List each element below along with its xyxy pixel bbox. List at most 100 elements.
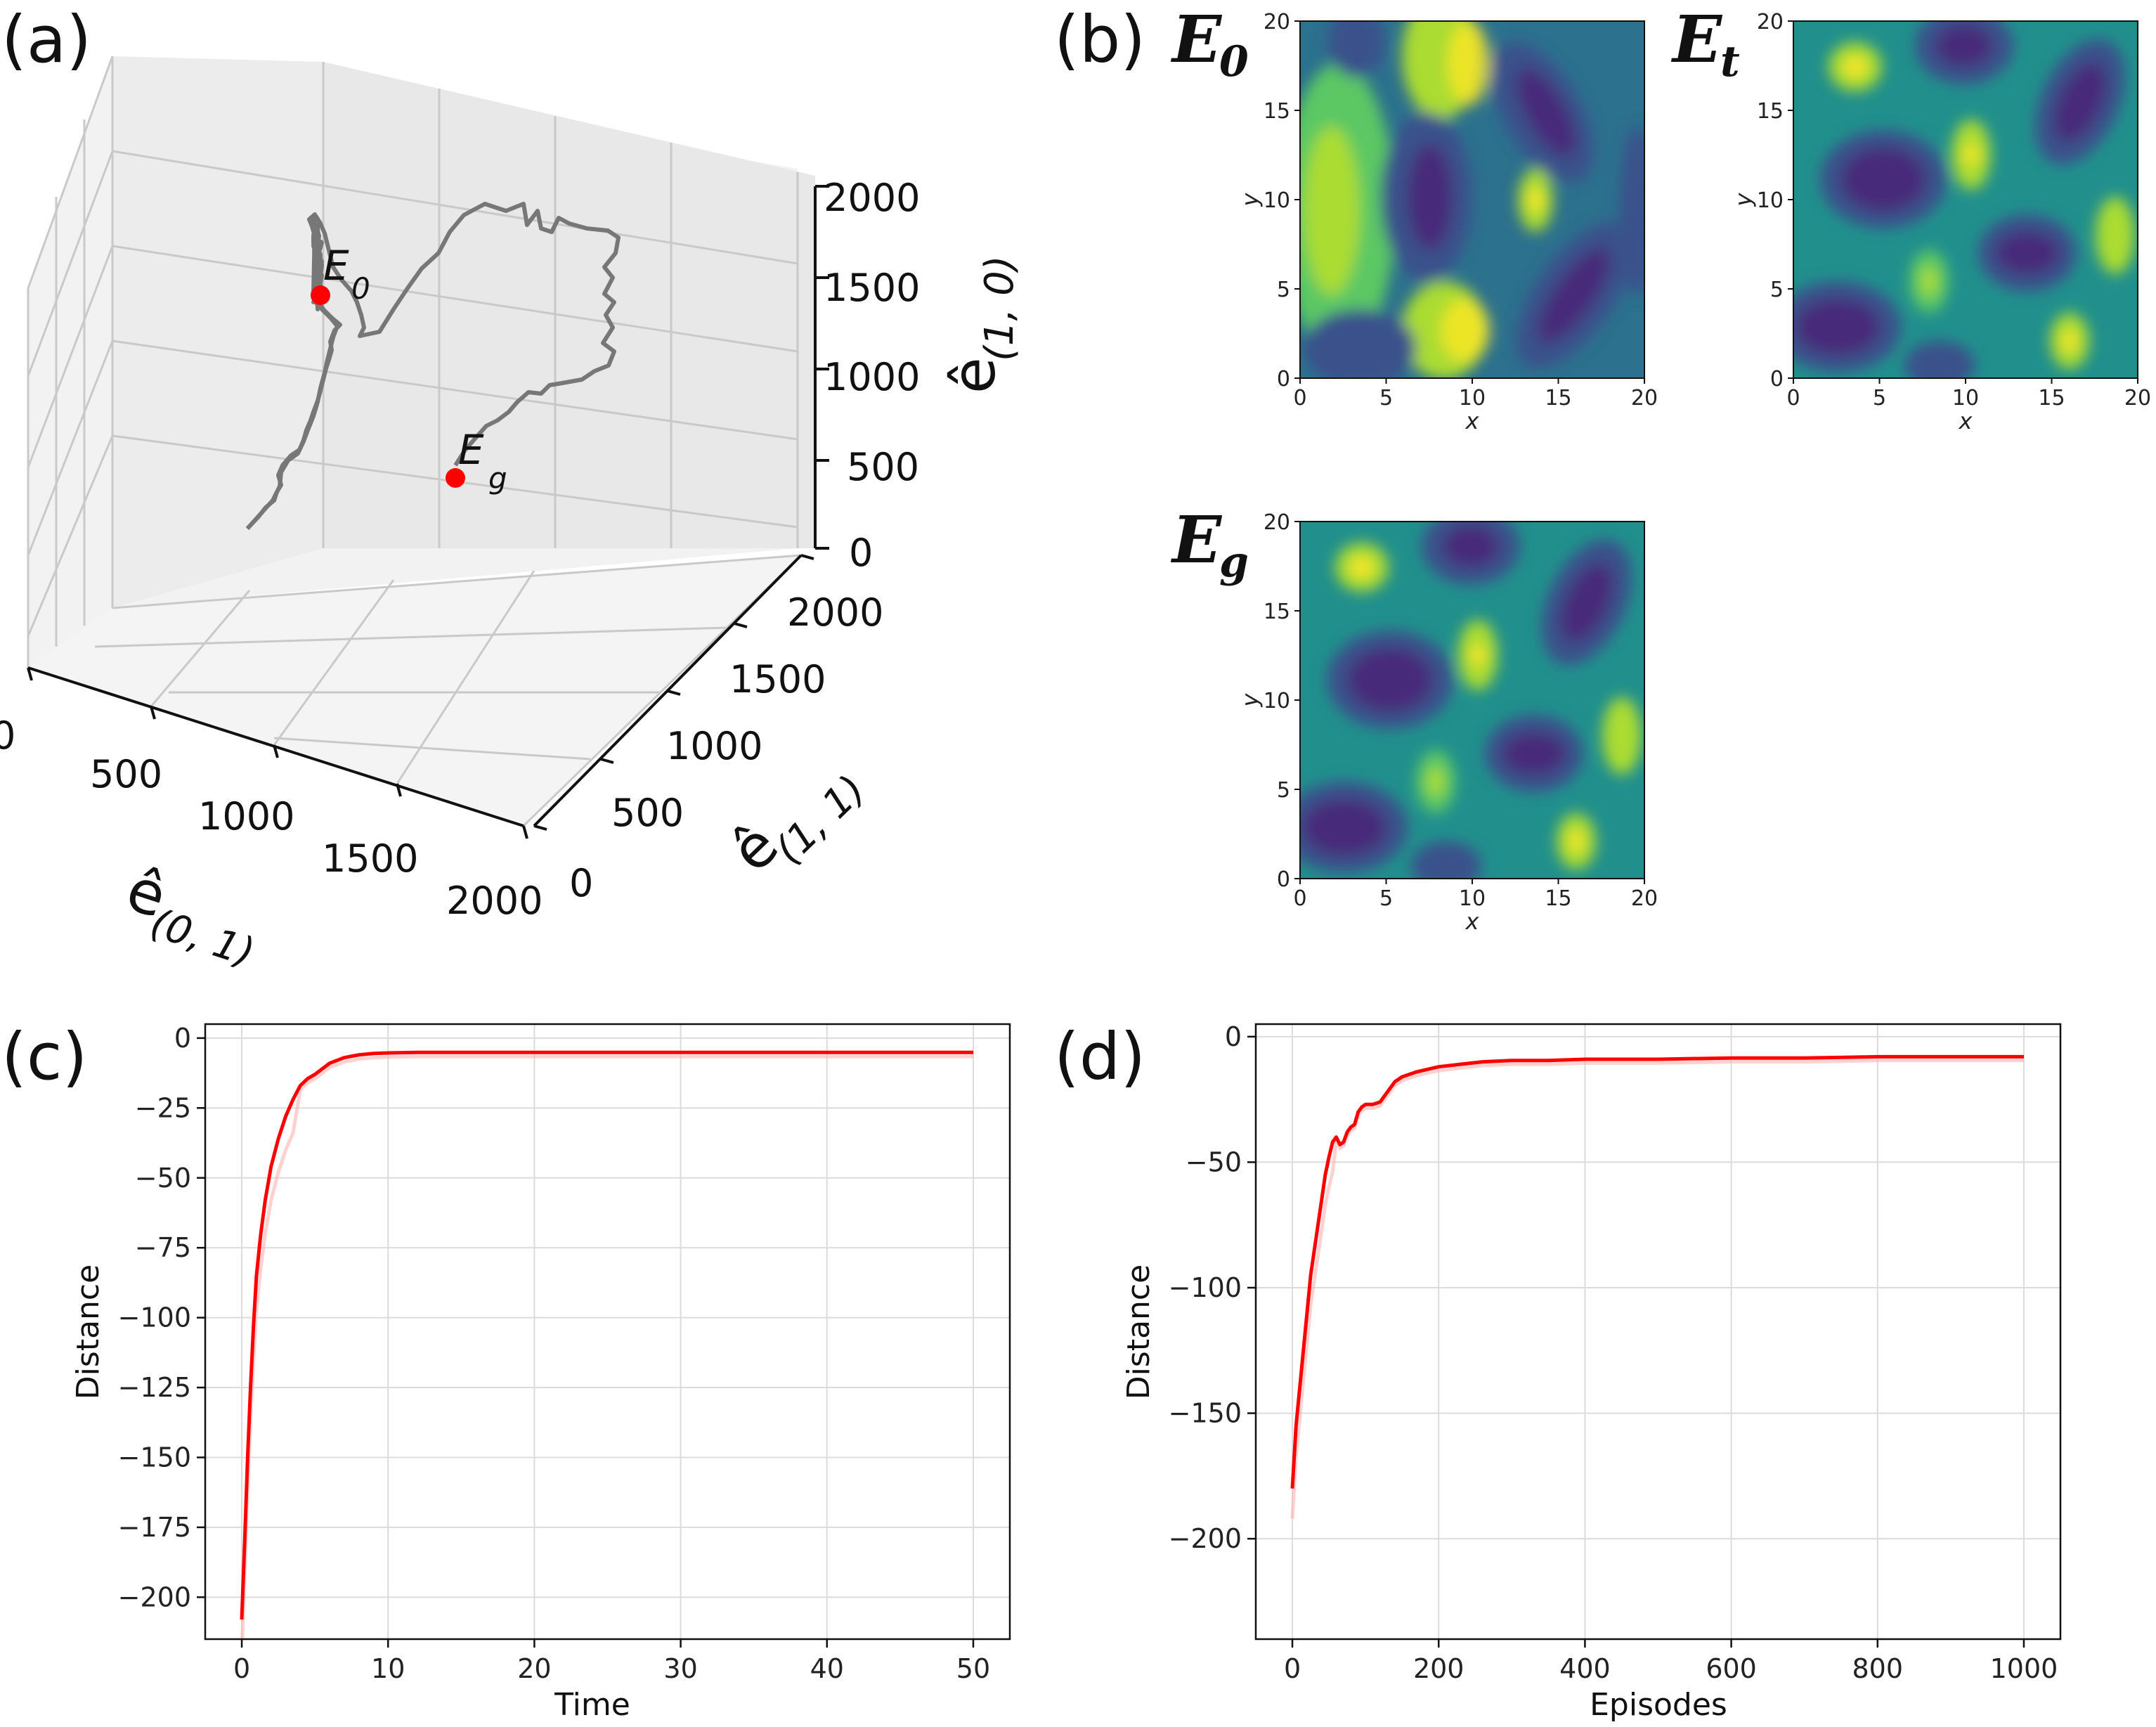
heatmap-ticks: 0 5 10 15 20 0 5 10 15 20 x y 0 5 10 15 20 0 5 10 15 20 x y 0 5 10… — [1237, 10, 2151, 935]
y-tick-label: −25 — [135, 1092, 191, 1123]
heatmap-y-tick-label: 0 — [1770, 367, 1784, 392]
panel-label-c: (c) — [1, 1019, 87, 1094]
heatmap-x-tick-label: 5 — [1873, 386, 1886, 410]
heatmap-y-tick-label: 20 — [1757, 10, 1784, 34]
heatmap-Eg: E g — [1170, 502, 1645, 879]
y-tick-label: −75 — [135, 1232, 191, 1263]
svg-text:(0, 1): (0, 1) — [145, 900, 259, 976]
heatmap-y-tick-label: 10 — [1757, 188, 1784, 213]
svg-text:(1, 0): (1, 0) — [977, 255, 1022, 361]
heatmap-y-tick-label: 15 — [1757, 99, 1784, 124]
y-tick-label: −50 — [135, 1163, 191, 1194]
panel-b: (b) — [1054, 1, 2151, 935]
svg-text:E: E — [458, 426, 484, 474]
x-tick-label: 800 — [1852, 1653, 1904, 1684]
heatmap-y-tick-label: 5 — [1277, 778, 1290, 803]
x-tick-label: 0 — [0, 713, 15, 758]
heatmap-Et-field — [1793, 21, 2138, 378]
panel-label-b: (b) — [1054, 2, 1145, 77]
x-axis-label-c: Time — [554, 1687, 630, 1723]
heatmap-y-label: y — [1730, 192, 1757, 207]
back-pane — [323, 62, 815, 548]
heatmap-x-tick-label: 10 — [1459, 886, 1486, 911]
panel-a: (a) — [0, 2, 1022, 976]
series-variance-band — [240, 1054, 973, 1639]
x-tick-label: 500 — [90, 752, 162, 796]
x-tick-label: 40 — [810, 1653, 844, 1684]
x-tick-label: 50 — [956, 1653, 990, 1684]
heatmap-x-tick-label: 10 — [1952, 386, 1979, 410]
z-tick-label: 1500 — [824, 266, 920, 310]
heatmap-Eg-field — [1300, 522, 1644, 879]
y-axis-label-d: Distance — [1121, 1264, 1157, 1399]
x-axis-ticks-3d: 0 500 1000 1500 2000 — [0, 713, 543, 923]
z-axis-ticks: 2000 1500 1000 500 0 — [824, 176, 920, 575]
heatmap-x-tick-label: 5 — [1379, 386, 1393, 410]
heatmap-x-tick-label: 15 — [2038, 386, 2065, 410]
x-tick-label: 10 — [371, 1653, 405, 1684]
x-tick-label: 1000 — [198, 794, 294, 839]
heatmap-y-tick-label: 0 — [1277, 367, 1290, 392]
z-tick-label: 1000 — [824, 355, 920, 399]
heatmap-y-tick-label: 20 — [1264, 10, 1290, 34]
heatmap-x-tick-label: 0 — [1293, 386, 1306, 410]
series-variance-band — [1290, 1059, 2024, 1519]
y-tick-label: −150 — [118, 1442, 191, 1473]
svg-text:g: g — [488, 461, 507, 496]
svg-text:E: E — [1170, 502, 1223, 578]
plot-frame — [1254, 1023, 2062, 1641]
x-tick-label: 1500 — [322, 836, 418, 881]
svg-text:g: g — [1219, 538, 1249, 587]
trajectory-main — [245, 202, 621, 531]
svg-text:(1, 1): (1, 1) — [767, 766, 874, 872]
point-Eg — [446, 468, 465, 488]
heatmap-y-tick-label: 5 — [1770, 278, 1784, 302]
y-tick-label: 2000 — [787, 590, 883, 635]
x-axis-label-d: Episodes — [1590, 1687, 1727, 1723]
y-tick-label: −100 — [118, 1302, 191, 1333]
point-E0-label: E 0 — [323, 242, 370, 306]
y-tick-label: −175 — [118, 1512, 191, 1543]
heatmap-y-tick-label: 15 — [1264, 600, 1290, 624]
heatmap-y-tick-label: 10 — [1264, 689, 1290, 713]
line-chart-d: 0 200 400 600 800 1000 0 −50 −100 −150 −200 — [1169, 1021, 2062, 1684]
heatmap-y-label: y — [1237, 192, 1264, 207]
heatmap-y-label: y — [1237, 692, 1264, 707]
heatmap-x-tick-label: 10 — [1459, 386, 1486, 410]
x-tick-label: 600 — [1706, 1653, 1757, 1684]
point-Eg-label: E g — [458, 426, 507, 496]
svg-text:0: 0 — [1219, 37, 1249, 86]
point-E0 — [311, 285, 330, 305]
line-chart-c: 0 10 20 30 40 50 0 −25 −50 −75 −100 −125 −150 −175 −20… — [118, 1023, 1011, 1684]
svg-text:ê: ê — [940, 357, 1008, 394]
heatmap-y-tick-label: 20 — [1264, 510, 1290, 535]
y-tick-label: 500 — [611, 791, 684, 835]
panel-label-d: (d) — [1054, 1019, 1145, 1094]
z-tick-label: 500 — [847, 445, 919, 489]
panel-label-a: (a) — [1, 2, 91, 77]
heatmap-x-tick-label: 15 — [1545, 386, 1571, 410]
heatmap-x-label: x — [1465, 908, 1480, 935]
y-tick-label: 1000 — [666, 724, 762, 768]
heatmap-y-tick-label: 5 — [1277, 278, 1290, 302]
svg-text:t: t — [1720, 37, 1740, 86]
heatmap-y-tick-label: 15 — [1264, 99, 1290, 124]
z-tick-label: 0 — [849, 531, 873, 575]
heatmap-E0: E 0 — [1170, 1, 1645, 379]
heatmap-E0-field — [1300, 21, 1644, 378]
svg-text:E: E — [1670, 1, 1723, 77]
y-tick-label: −100 — [1169, 1272, 1242, 1303]
heatmap-y-tick-label: 10 — [1264, 188, 1290, 213]
y-tick-label: 0 — [569, 861, 593, 905]
heatmap-x-tick-label: 20 — [2124, 386, 2151, 410]
heatmap-x-tick-label: 5 — [1379, 886, 1393, 911]
svg-text:E: E — [323, 242, 349, 290]
y-axis-label-c: Distance — [70, 1264, 106, 1399]
y-tick-label: 0 — [1225, 1021, 1242, 1052]
y-tick-label: 0 — [174, 1023, 191, 1054]
plot-frame — [204, 1023, 1011, 1641]
heatmap-Et-title: E t — [1670, 1, 1740, 86]
x-tick-label: 200 — [1413, 1653, 1465, 1684]
z-axis-label: ê (1, 0) — [940, 255, 1022, 394]
heatmap-x-label: x — [1959, 408, 1973, 434]
